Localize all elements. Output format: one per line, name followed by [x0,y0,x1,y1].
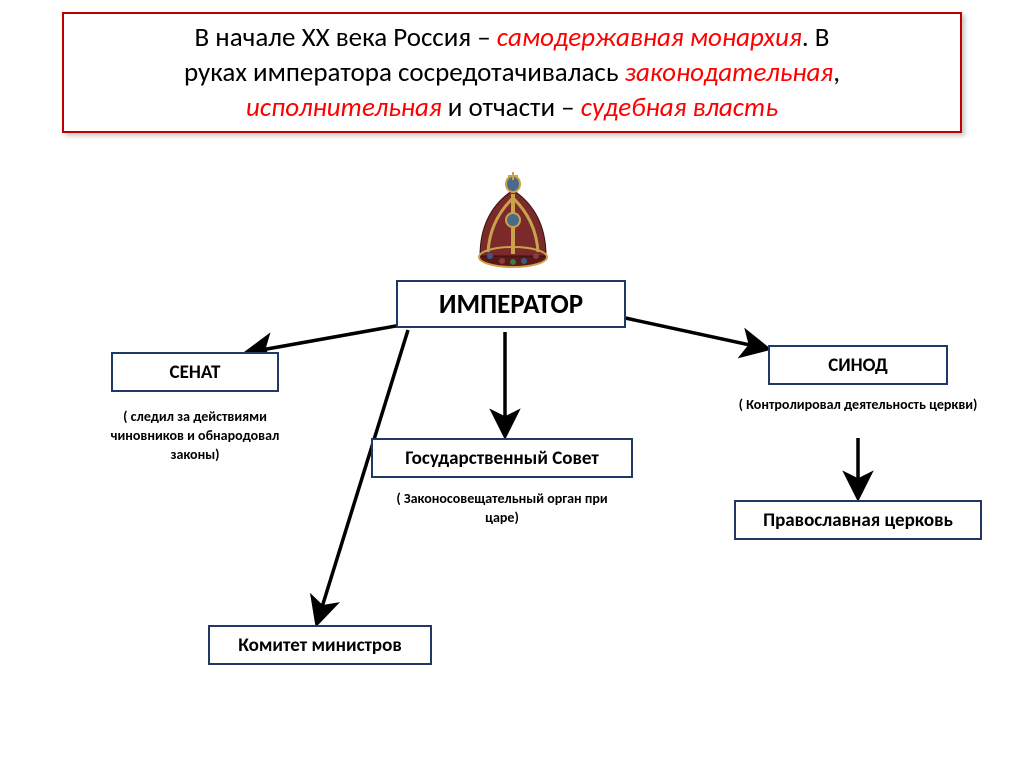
header-line-1: В начале XX века Россия – самодержавная … [78,20,946,55]
t2b: законодательная [625,56,834,89]
t1b: самодержавная монархия [497,21,802,54]
crown-icon [468,172,558,272]
t2c: , [833,56,840,89]
header-line-3: исполнительная и отчасти – судебная влас… [78,90,946,125]
node-synod: СИНОД [768,345,948,385]
t1a: В начале XX века Россия – [195,21,497,54]
node-senate: СЕНАТ [111,352,279,392]
header-box: В начале XX века Россия – самодержавная … [62,12,962,133]
label-senate: СЕНАТ [170,361,221,384]
t3a: исполнительная [246,91,442,124]
t2a: руках императора сосредотачивалась [184,56,625,89]
t3c: судебная власть [581,91,778,124]
caption-senate: ( следил за действиями чиновников и обна… [86,408,304,465]
node-church: Православная церковь [734,500,982,540]
label-synod: СИНОД [828,354,888,377]
node-emperor: ИМПЕРАТОР [396,280,626,328]
node-committee: Комитет министров [208,625,432,665]
caption-council: ( Законосовещательный орган при царе) [394,490,610,528]
t1c: . В [802,21,830,54]
label-council: Государственный Совет [405,447,599,470]
t3b: и отчасти – [442,91,581,124]
label-church: Православная церковь [763,509,953,532]
header-line-2: руках императора сосредотачивалась закон… [78,55,946,90]
caption-synod: ( Контролировал деятельность церкви) [736,396,980,415]
label-emperor: ИМПЕРАТОР [439,288,583,321]
label-committee: Комитет министров [238,634,402,657]
node-council: Государственный Совет [371,438,633,478]
